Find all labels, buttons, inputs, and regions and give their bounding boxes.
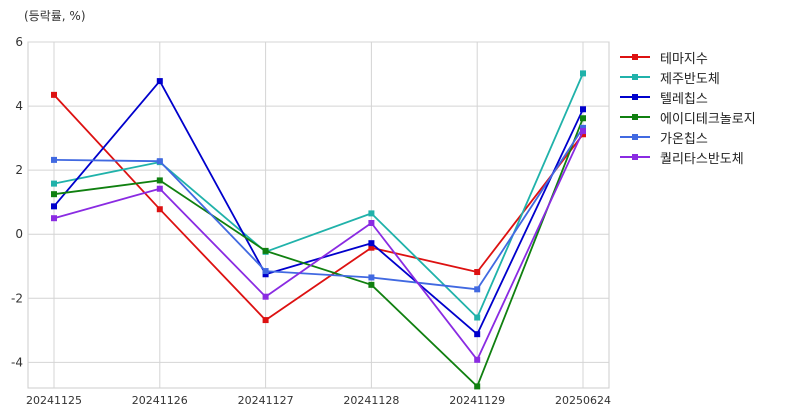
axes: -4 -2 0 2 4 6 20241125 20241126 20241127 20241128… [11,35,611,407]
x-tick-label: 20241125 [26,394,82,407]
y-tick-label: 4 [15,99,23,113]
data-point-marker [474,269,481,276]
series-line [53,73,584,319]
legend-swatch [620,72,650,82]
legend-swatch [620,92,650,102]
legend-item: 텔레칩스 [620,87,756,107]
x-tick-label: 20241129 [449,394,505,407]
legend-label: 테마지수 [660,51,708,67]
series-lines [51,70,586,390]
data-point-marker [51,203,57,210]
legend-swatch [620,152,650,162]
legend-swatch [620,52,650,62]
data-point-marker [51,91,57,98]
x-tick-label: 20241128 [343,394,399,407]
data-point-marker [580,115,586,122]
data-point-marker [156,177,163,184]
legend-item: 가온칩스 [620,127,756,147]
data-point-marker [580,124,586,131]
data-point-marker [580,128,586,135]
data-point-marker [368,274,375,281]
data-point-marker [368,240,375,247]
data-point-marker [156,78,163,85]
y-tick-label: 2 [15,163,23,177]
data-point-marker [474,331,481,338]
legend-swatch [620,132,650,142]
legend-label: 가온칩스 [660,131,708,147]
y-axis-label: (등락률, %) [24,9,86,23]
data-point-marker [262,268,269,275]
legend-swatch [620,112,650,122]
x-tick-label: 20241126 [132,394,188,407]
data-point-marker [51,156,57,163]
x-tick-label: 20241127 [238,394,294,407]
data-point-marker [156,158,163,165]
legend-label: 퀄리타스반도체 [660,151,744,167]
data-point-marker [262,247,269,254]
y-tick-label: 0 [15,227,23,241]
legend-label: 제주반도체 [660,71,720,87]
series-line [53,80,584,336]
data-point-marker [368,281,375,288]
data-point-marker [156,206,163,213]
legend-label: 에이디테크놀로지 [660,111,756,127]
data-point-marker [51,180,57,187]
data-point-marker [580,131,586,138]
data-point-marker [156,185,163,192]
data-point-marker [580,106,586,113]
data-point-marker [51,191,57,198]
data-point-marker [262,271,269,278]
legend-item: 에이디테크놀로지 [620,107,756,127]
y-tick-label: -4 [11,355,23,369]
y-tick-label: -2 [11,291,23,305]
series-line [53,117,584,388]
data-point-marker [474,286,481,293]
data-point-marker [580,70,586,77]
data-point-marker [51,215,57,222]
legend-label: 텔레칩스 [660,91,708,107]
y-tick-label: 6 [15,35,23,49]
data-point-marker [474,383,481,390]
data-point-marker [262,293,269,300]
data-point-marker [262,317,269,324]
legend-item: 퀄리타스반도체 [620,147,756,167]
data-point-marker [474,314,481,321]
legend-item: 제주반도체 [620,67,756,87]
data-point-marker [368,210,375,217]
series-line [53,130,584,361]
data-point-marker [368,220,375,227]
data-point-marker [474,356,481,363]
data-point-marker [368,244,375,251]
legend-item: 테마지수 [620,47,756,67]
series-line [53,94,584,322]
series-line [53,127,584,291]
x-tick-label: 20250624 [555,394,611,407]
